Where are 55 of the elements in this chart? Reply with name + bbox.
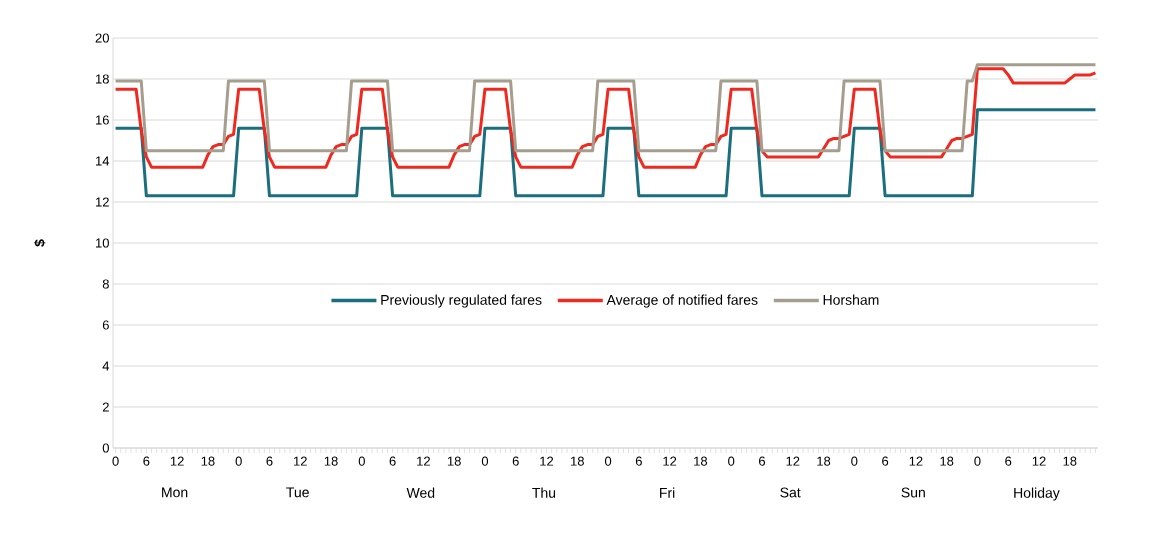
y-tick-label: 14 [96,156,110,166]
x-tick-label: 6 [635,456,642,466]
legend-label: Horsham [823,294,879,305]
y-tick-label: 20 [95,33,109,43]
x-tick-label: 12 [540,456,554,466]
x-tick-label: 18 [694,456,708,466]
x-tick-label: 0 [112,456,119,466]
x-tick-label: 6 [1005,456,1012,466]
x-tick-label: 6 [266,456,273,466]
y-tick-label: 4 [102,361,110,371]
x-tick-label: 12 [294,456,307,466]
x-tick-label: 6 [389,456,396,466]
x-tick-label: 12 [417,456,430,466]
x-tick-label: 12 [909,456,923,466]
x-tick-label: 0 [235,456,242,466]
x-tick-label: 0 [851,456,858,466]
x-tick-label: 18 [447,456,461,466]
x-tick-label: 12 [786,456,800,466]
x-tick-label: 18 [571,456,584,466]
x-tick-label: 6 [143,456,150,466]
text: Fri [660,487,675,498]
text: Sat [780,487,801,498]
text: Holiday [1014,487,1060,501]
x-tick-label: 12 [1032,456,1046,466]
x-tick-label: 0 [358,456,365,466]
y-tick-label: 10 [96,238,109,248]
x-tick-label: 18 [1063,456,1077,466]
x-tick-label: 18 [817,456,831,466]
x-tick-label: 0 [728,456,735,466]
text: Wed [406,487,435,498]
x-tick-label: 0 [481,456,489,466]
text: Tue [286,487,309,498]
text: Sun [901,487,925,498]
y-tick-label: 0 [102,443,109,453]
y-tick-label: 2 [102,402,109,412]
x-tick-label: 6 [759,456,766,466]
x-tick-label: 18 [940,456,954,466]
x-tick-label: 18 [324,456,338,466]
y-tick-label: 8 [102,279,109,289]
text: Mon [162,487,188,498]
x-tick-label: 0 [604,456,612,466]
x-tick-label: 6 [882,456,889,466]
x-tick-label: 12 [663,456,677,466]
text: Thu [532,487,556,498]
legend-label: Previously regulated fares [381,294,542,308]
legend-label: Average of notified fares [606,294,758,308]
y-tick-label: 12 [96,197,109,207]
y-tick-label: 16 [96,115,109,125]
y-tick-label: 18 [96,74,109,84]
x-tick-label: 6 [512,456,519,466]
x-tick-label: 0 [974,456,981,466]
x-tick-label: 12 [170,456,184,466]
x-tick-label: 18 [201,456,215,466]
y-axis-title: $ [34,239,46,247]
y-tick-label: 6 [102,320,109,330]
